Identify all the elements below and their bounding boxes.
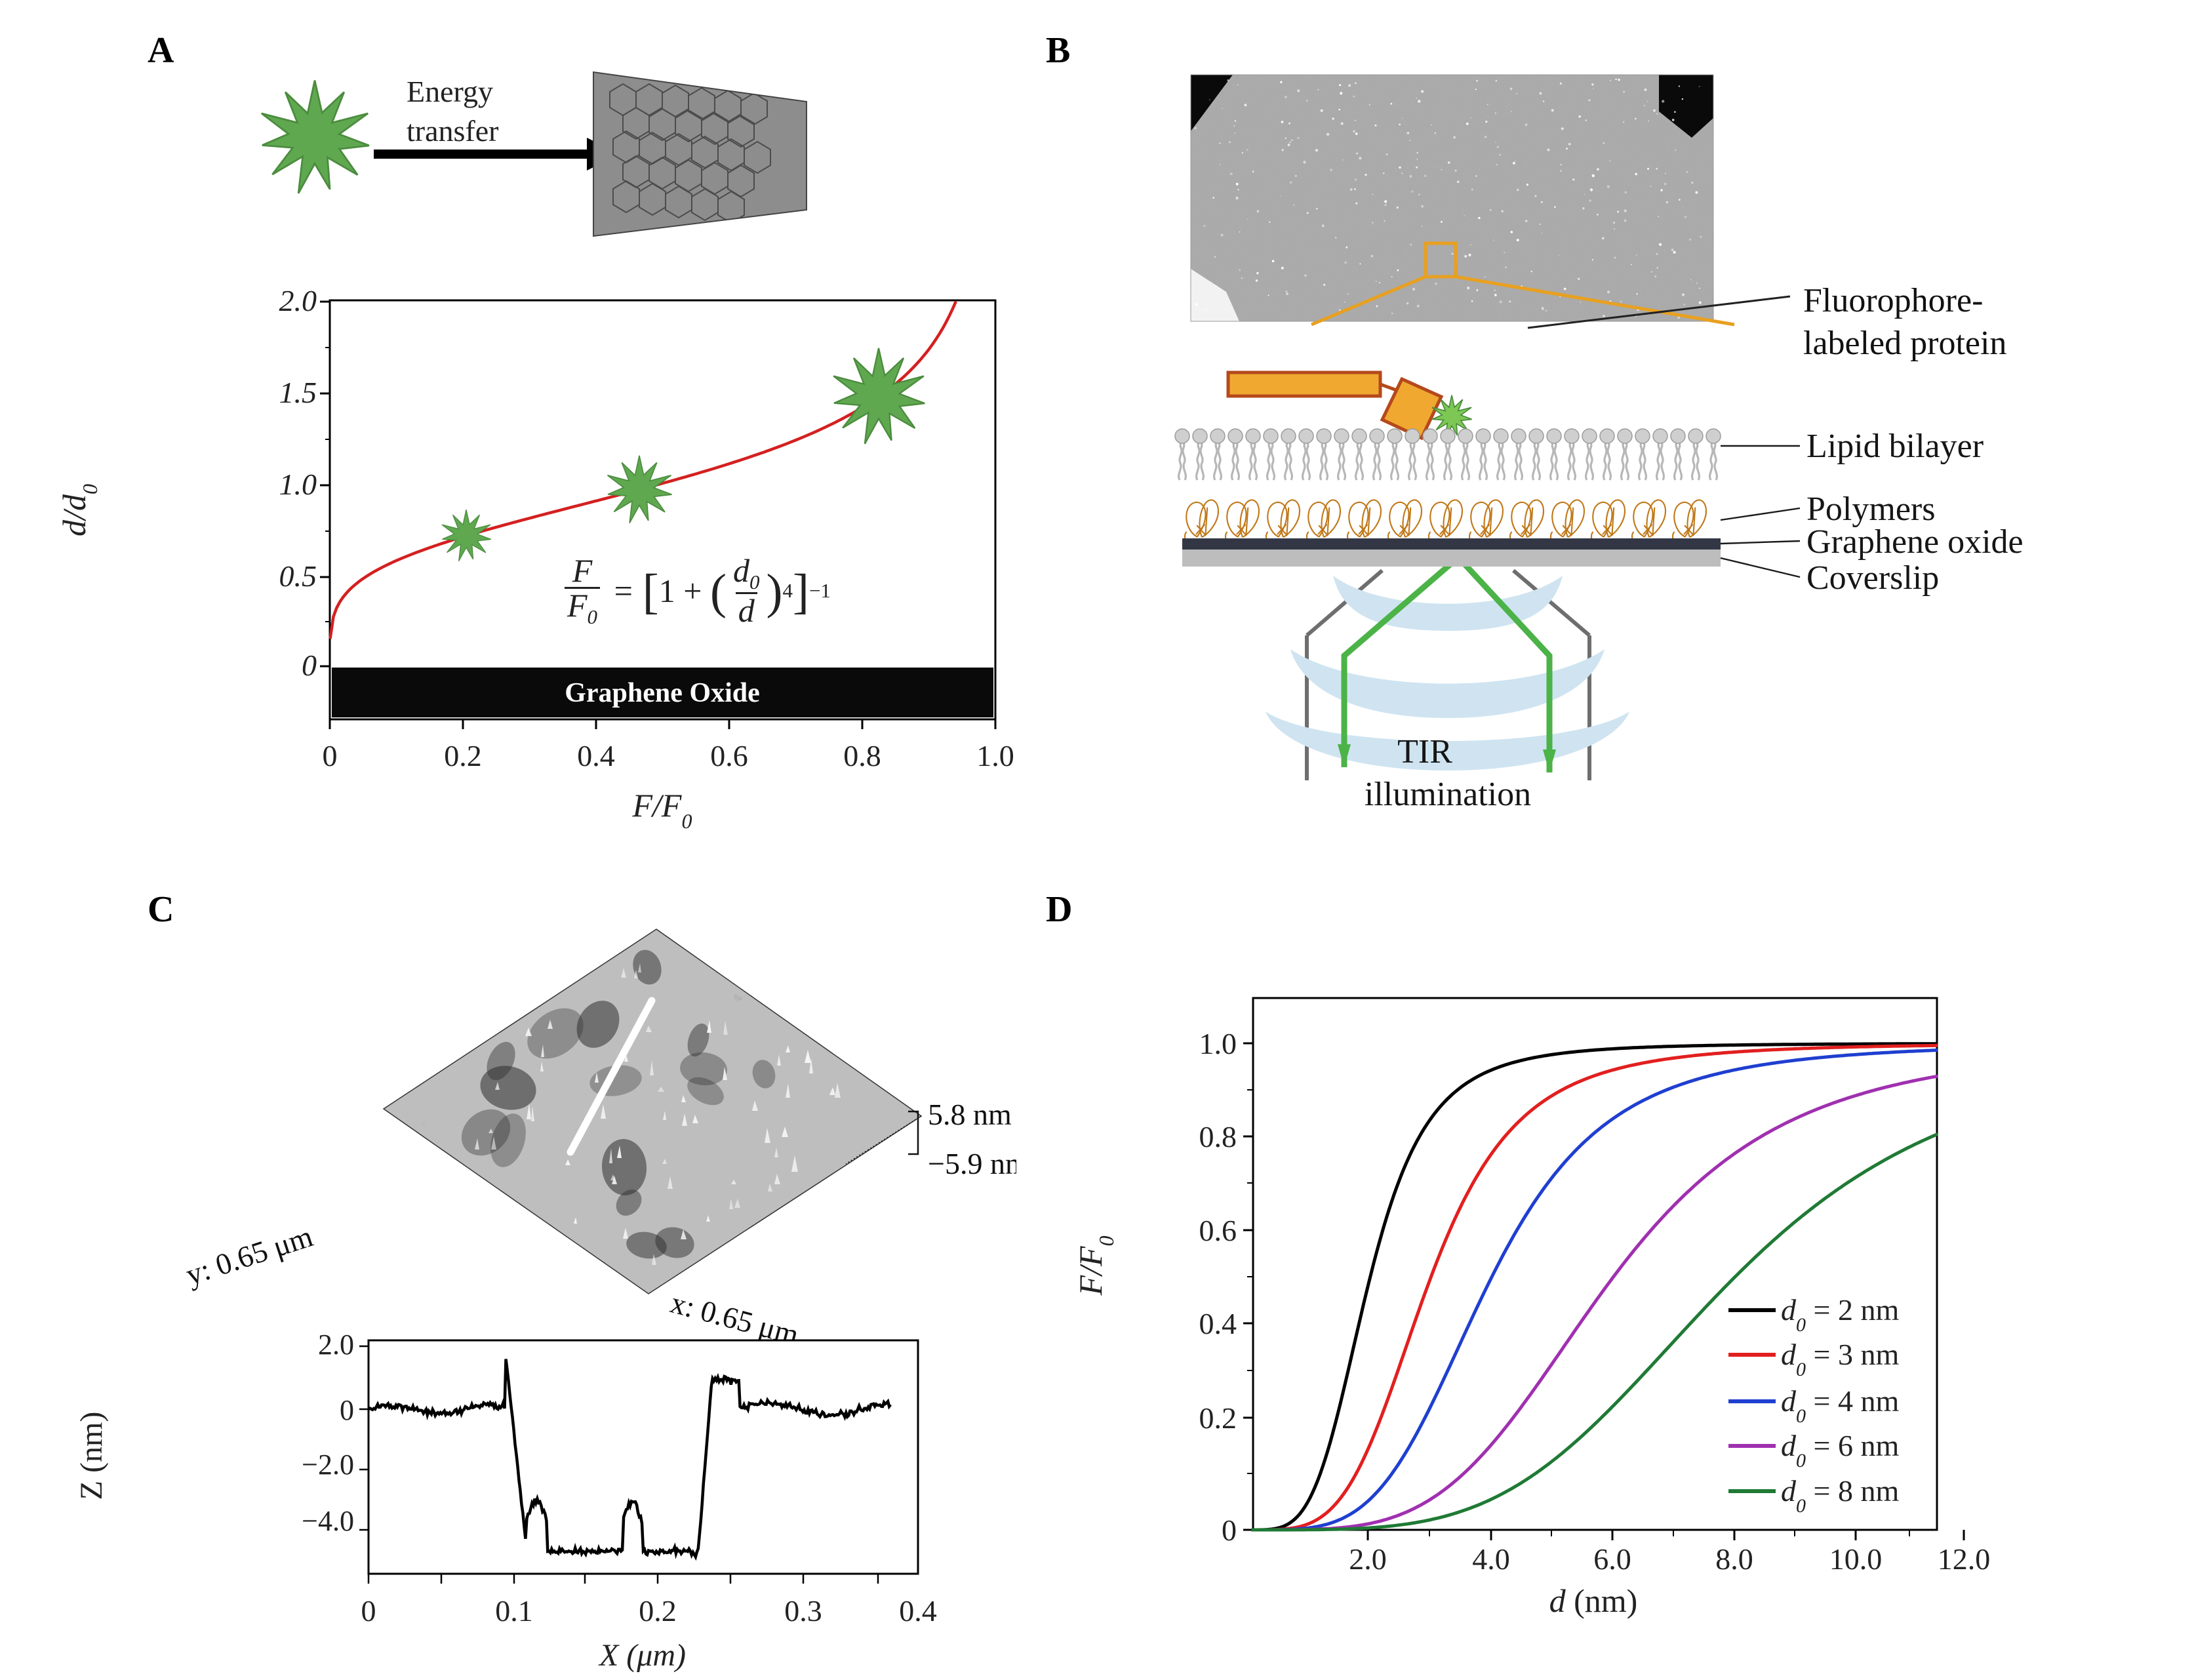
svg-text:Energy: Energy — [407, 75, 493, 108]
svg-text:−4.0: −4.0 — [302, 1505, 354, 1537]
svg-text:illumination: illumination — [1365, 776, 1531, 813]
svg-text:6.0: 6.0 — [1593, 1542, 1631, 1576]
svg-text:10.0: 10.0 — [1829, 1542, 1883, 1576]
svg-text:0.2: 0.2 — [444, 739, 482, 772]
svg-text:0.8: 0.8 — [1199, 1120, 1237, 1153]
svg-text:Graphene Oxide: Graphene Oxide — [565, 678, 760, 708]
svg-text:d/d0: d/d0 — [56, 484, 102, 536]
svg-text:0.4: 0.4 — [1199, 1307, 1237, 1340]
svg-text:Polymers: Polymers — [1806, 490, 1935, 528]
svg-text:0.3: 0.3 — [784, 1594, 822, 1628]
svg-text:F/F0: F/F0 — [632, 787, 692, 833]
svg-text:12.0: 12.0 — [1938, 1542, 1991, 1576]
svg-text:0.8: 0.8 — [843, 739, 881, 772]
svg-text:y: 0.65 μm: y: 0.65 μm — [182, 1219, 317, 1291]
svg-text:0: 0 — [302, 649, 317, 682]
svg-text:0.5: 0.5 — [279, 559, 317, 593]
svg-text:−2.0: −2.0 — [302, 1449, 354, 1481]
svg-text:1.0: 1.0 — [279, 468, 317, 501]
svg-text:0.4: 0.4 — [899, 1594, 937, 1628]
svg-text:Z (nm): Z (nm) — [74, 1412, 109, 1500]
svg-text:−5.9 nm: −5.9 nm — [928, 1147, 1016, 1180]
svg-text:2.0: 2.0 — [279, 284, 317, 317]
svg-text:labeled protein: labeled protein — [1803, 325, 2006, 362]
svg-text:0.6: 0.6 — [1199, 1214, 1237, 1247]
svg-text:4.0: 4.0 — [1472, 1542, 1510, 1576]
svg-text:F/F0: F/F0 — [1072, 1236, 1118, 1296]
svg-text:Graphene oxide: Graphene oxide — [1806, 523, 2024, 561]
svg-text:0.4: 0.4 — [577, 739, 615, 772]
svg-text:d (nm): d (nm) — [1549, 1582, 1638, 1619]
svg-text:1.0: 1.0 — [976, 739, 1014, 772]
svg-text:Fluorophore-: Fluorophore- — [1803, 282, 1983, 319]
svg-text:5.8 nm: 5.8 nm — [928, 1098, 1012, 1131]
svg-text:8.0: 8.0 — [1715, 1542, 1753, 1576]
svg-text:0.2: 0.2 — [639, 1594, 677, 1628]
svg-text:0: 0 — [340, 1394, 354, 1426]
svg-text:Coverslip: Coverslip — [1806, 559, 1939, 597]
svg-text:transfer: transfer — [407, 114, 498, 148]
svg-text:0: 0 — [1222, 1513, 1237, 1547]
svg-text:2.0: 2.0 — [318, 1329, 354, 1361]
svg-text:Lipid bilayer: Lipid bilayer — [1806, 428, 1984, 465]
svg-text:TIR: TIR — [1397, 733, 1452, 770]
svg-text:0: 0 — [323, 739, 338, 772]
svg-text:2.0: 2.0 — [1349, 1542, 1387, 1576]
svg-text:0.1: 0.1 — [495, 1594, 533, 1628]
svg-text:1.0: 1.0 — [1199, 1027, 1237, 1060]
svg-text:0.2: 0.2 — [1199, 1401, 1237, 1435]
svg-text:0.6: 0.6 — [710, 739, 748, 772]
svg-text:X (μm): X (μm) — [598, 1638, 686, 1673]
svg-text:0: 0 — [361, 1594, 376, 1628]
svg-text:1.5: 1.5 — [279, 376, 317, 409]
